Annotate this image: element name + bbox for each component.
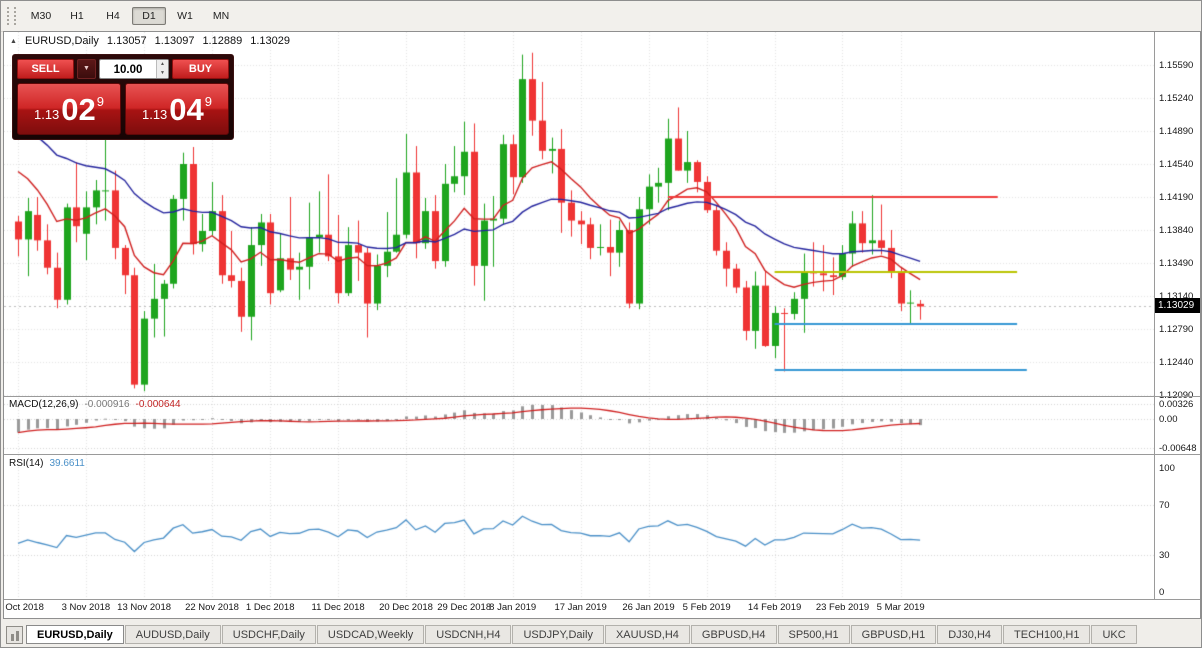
macd-axis-label: -0.00648 [1159,443,1197,454]
rsi-title: RSI(14) [9,458,44,469]
rsi-axis-label: 100 [1159,463,1175,474]
macd-axis-label: 0.00326 [1159,399,1194,410]
chart-tab-sp500-h1[interactable]: SP500,H1 [777,625,850,644]
date-label: 5 Feb 2019 [682,602,731,613]
current-price-badge: 1.13029 [1155,298,1200,313]
toolbar-grip[interactable] [7,7,16,25]
spinner-up-icon[interactable]: ▲ [157,60,168,69]
price-axis-label: 1.15240 [1159,93,1194,104]
timeframe-button-m30[interactable]: M30 [30,10,52,22]
date-label: 13 Nov 2018 [117,602,172,613]
pane-separator-dates [4,599,1200,600]
price-axis-label: 1.12440 [1159,357,1194,368]
price-axis-label: 1.13140 [1159,291,1194,302]
date-label: 26 Jan 2019 [622,602,675,613]
timeframe-button-mn[interactable]: MN [212,10,230,22]
timeframe-button-h1[interactable]: H1 [70,10,84,22]
price-axis-label: 1.14540 [1159,159,1194,170]
chart-collapse-icon[interactable]: ▲ [10,37,17,45]
sell-price-base: 1.13 [33,106,60,122]
buy-price-pipette: 9 [204,93,213,109]
chart-tab-gbpusd-h4[interactable]: GBPUSD,H4 [690,625,777,644]
chevron-down-icon: ▼ [83,65,90,72]
macd-header: MACD(12,26,9) -0.000916 -0.000644 [9,399,181,410]
price-axis-label: 1.13490 [1159,258,1194,269]
open-value: 1.13057 [106,35,147,47]
sell-price-tile[interactable]: 1.13 02 9 [17,83,121,135]
macd-title: MACD(12,26,9) [9,399,79,410]
high-value: 1.13097 [154,35,195,47]
sell-price-pipette: 9 [96,93,105,109]
date-label: 3 Nov 2018 [61,602,111,613]
chart-tab-usdchf-daily[interactable]: USDCHF,Daily [221,625,316,644]
chart-tab-gbpusd-h1[interactable]: GBPUSD,H1 [850,625,937,644]
price-axis-label: 1.14190 [1159,192,1194,203]
symbol-label: EURUSD,Daily [24,35,99,47]
date-label: 20 Dec 2018 [379,602,433,613]
date-label: 1 Dec 2018 [245,602,295,613]
price-axis-label: 1.15590 [1159,60,1194,71]
close-value: 1.13029 [250,35,290,47]
rsi-value: 39.6611 [49,458,85,469]
timeframe-button-w1[interactable]: W1 [177,10,193,22]
buy-button[interactable]: BUY [172,59,229,79]
price-axis-label: 1.14890 [1159,126,1194,137]
chart-tabs: EURUSD,Daily AUDUSD,Daily USDCHF,Daily USDC… [26,625,1138,644]
rsi-header: RSI(14) 39.6611 [9,458,85,469]
chart-tab-bar: EURUSD,Daily AUDUSD,Daily USDCHF,Daily USDC… [3,621,1201,647]
price-axis-label: 1.12090 [1159,390,1200,401]
chart-tab-audusd-daily[interactable]: AUDUSD,Daily [124,625,221,644]
chart-tab-tech100-h1[interactable]: TECH100,H1 [1003,625,1091,644]
date-label: 8 Jan 2019 [489,602,537,613]
volume-field: ▲ ▼ [99,59,169,79]
buy-price-pips: 04 [169,91,204,127]
chart-tab-usdcnh-h4[interactable]: USDCNH,H4 [425,625,512,644]
rsi-axis-label: 0 [1159,587,1165,598]
volume-spinner[interactable]: ▲ ▼ [156,60,168,78]
rsi-axis-label: 70 [1159,500,1170,511]
sell-button[interactable]: SELL [17,59,74,79]
chart-window: ▲ EURUSD,Daily 1.13057 1.13097 1.12889 1… [3,31,1201,619]
timeframe-button-d1[interactable]: D1 [132,7,166,25]
timeframe-button-h4[interactable]: H4 [106,10,120,22]
date-label: 25 Oct 2018 [4,602,44,613]
date-label: 23 Feb 2019 [815,602,870,613]
low-value: 1.12889 [202,35,243,47]
rsi-axis-label: 30 [1159,550,1170,561]
order-type-dropdown[interactable]: ▼ [77,59,96,79]
macd-axis-label: 0.00 [1159,414,1178,425]
macd-main-value: -0.000916 [84,399,130,410]
chart-tab-ukc[interactable]: UKC [1091,625,1137,644]
chart-tab-usdcad-weekly[interactable]: USDCAD,Weekly [316,625,425,644]
date-label: 14 Feb 2019 [747,602,802,613]
date-label: 17 Jan 2019 [554,602,607,613]
date-label: 11 Dec 2018 [311,602,365,613]
chart-header: ▲ EURUSD,Daily 1.13057 1.13097 1.12889 1… [10,35,290,47]
pane-separator-rsi[interactable] [4,454,1200,455]
axis-separator [1154,32,1155,599]
timeframe-toolbar: M30 H1 H4 D1 W1 MN [1,1,1201,32]
sell-price-pips: 02 [61,91,96,127]
spinner-down-icon[interactable]: ▼ [157,69,168,78]
volume-input[interactable] [100,61,168,79]
chart-tab-usdjpy-daily[interactable]: USDJPY,Daily [512,625,604,644]
date-label: 5 Mar 2019 [876,602,925,613]
one-click-trade-panel: SELL ▼ ▲ ▼ BUY 1.13 02 9 1.1 [12,54,234,140]
chart-tab-xauusd-h4[interactable]: XAUUSD,H4 [604,625,690,644]
pane-separator-macd[interactable] [4,396,1200,397]
window-list-icon[interactable] [6,626,23,644]
buy-price-tile[interactable]: 1.13 04 9 [125,83,229,135]
price-axis-label: 1.13840 [1159,225,1194,236]
date-label: 22 Nov 2018 [185,602,239,613]
date-label: 29 Dec 2018 [437,602,492,613]
macd-signal-value: -0.000644 [135,399,181,410]
chart-tab-eurusd-daily[interactable]: EURUSD,Daily [26,625,124,644]
chart-tab-dj30-h4[interactable]: DJ30,H4 [937,625,1003,644]
buy-price-base: 1.13 [141,106,168,122]
price-axis-label: 1.12790 [1159,324,1194,335]
